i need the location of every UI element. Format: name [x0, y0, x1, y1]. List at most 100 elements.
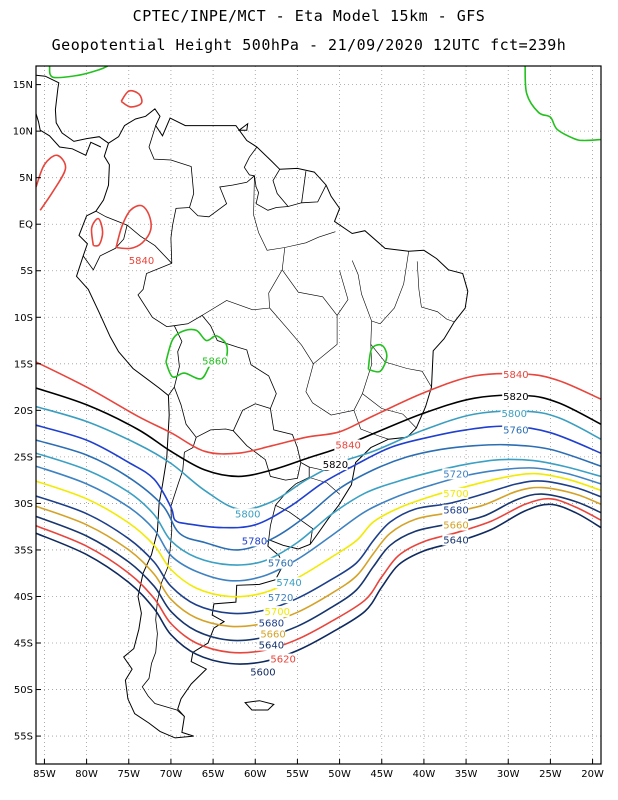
contour-5720	[36, 465, 601, 582]
contour-label-background	[266, 592, 293, 604]
lon-tick-label: 80W	[75, 769, 98, 780]
lat-tick-label: 25S	[14, 452, 33, 463]
state-border	[353, 410, 389, 440]
contour-label: 5800	[235, 509, 260, 520]
lat-tick-label: 40S	[14, 592, 33, 603]
lat-tick-label: EQ	[19, 220, 33, 231]
country-border	[189, 146, 258, 218]
contour-label: 5660	[443, 521, 468, 532]
contour-labels: 5840582058005780576057405720570056805660…	[127, 255, 529, 679]
contour-label-background	[266, 557, 293, 569]
contour-label-background	[442, 519, 469, 531]
contour-label: 5800	[501, 409, 526, 420]
lon-tick-label: 25W	[539, 769, 562, 780]
contour-label-background	[334, 439, 361, 451]
country-border	[137, 262, 175, 328]
lon-tick-label: 75W	[117, 769, 140, 780]
state-border	[370, 344, 432, 388]
contour-5660	[36, 486, 601, 628]
closed-contour-5840	[115, 204, 152, 250]
lat-tick-label: 30S	[14, 499, 33, 510]
lon-tick-label: 60W	[244, 769, 267, 780]
state-border	[371, 251, 409, 325]
contour-label-background	[502, 424, 529, 436]
contour-label-background	[442, 504, 469, 516]
lat-tick-label: 35S	[14, 545, 33, 556]
contour-label: 5840	[129, 256, 154, 267]
contour-5760	[36, 439, 601, 551]
lat-tick-label: 20S	[14, 406, 33, 417]
country-border	[82, 225, 128, 271]
closed-contour-5840	[120, 89, 143, 108]
contour-label: 5720	[268, 593, 293, 604]
closed-contour-5860	[524, 66, 601, 142]
lon-tick-label: 30W	[497, 769, 520, 780]
closed-contour-5840	[90, 217, 104, 247]
contour-label: 5680	[443, 506, 468, 517]
contour-label: 5700	[443, 489, 468, 500]
contour-5640	[36, 493, 601, 642]
contour-label: 5620	[270, 655, 295, 666]
trinidad-island	[237, 122, 249, 131]
state-border	[309, 477, 340, 495]
closed-contour-5860	[165, 328, 229, 380]
falkland-islands	[244, 700, 275, 711]
contour-label: 5820	[503, 392, 528, 403]
contour-label: 5740	[276, 578, 301, 589]
map-title-line1: CPTEC/INPE/MCT - Eta Model 15km - GFS	[132, 7, 486, 25]
contour-label-background	[321, 459, 348, 471]
contour-label: 5660	[260, 629, 285, 640]
contour-label: 5860	[202, 357, 227, 368]
lon-tick-label: 55W	[286, 769, 309, 780]
contour-label: 5640	[443, 535, 468, 546]
state-border	[281, 269, 338, 316]
contour-label-background	[502, 368, 529, 380]
lat-tick-label: 50S	[14, 685, 33, 696]
country-border	[95, 210, 173, 264]
contour-label-background	[269, 653, 296, 665]
contour-5680	[36, 480, 601, 615]
lon-tick-label: 40W	[413, 769, 436, 780]
contour-label-background	[442, 487, 469, 499]
contour-label-background	[259, 628, 286, 640]
lat-tick-label: 10S	[14, 313, 33, 324]
contour-label-background	[263, 606, 290, 618]
lon-tick-label: 65W	[202, 769, 225, 780]
contour-label-background	[240, 535, 267, 547]
contour-5780	[36, 424, 601, 529]
contour-5600	[36, 503, 601, 665]
central-america-pacific-coast	[36, 113, 102, 156]
contour-label: 5720	[443, 469, 468, 480]
lat-tick-label: 10N	[13, 127, 33, 138]
lon-tick-label: 85W	[33, 769, 56, 780]
central-america-coastline	[36, 74, 109, 144]
country-border	[268, 505, 276, 540]
lat-tick-label: 15N	[13, 80, 33, 91]
contour-label: 5820	[323, 460, 348, 471]
contour-label: 5780	[242, 536, 267, 547]
state-border	[253, 175, 336, 251]
closed-contour-5860	[367, 343, 388, 373]
state-border	[269, 307, 314, 364]
lat-tick-label: 5N	[19, 173, 33, 184]
contour-label: 5700	[265, 607, 290, 618]
state-border	[362, 393, 417, 429]
lat-tick-label: 5S	[20, 266, 33, 277]
lon-tick-label: 20W	[581, 769, 604, 780]
contour-label-background	[257, 639, 284, 651]
contour-label-background	[257, 617, 284, 629]
contour-label-background	[127, 255, 154, 267]
lat-tick-label: 45S	[14, 639, 33, 650]
contour-label-background	[201, 355, 228, 367]
closed-contour-5840	[36, 154, 67, 211]
country-border	[301, 171, 307, 203]
contour-5700	[36, 472, 601, 598]
map-title-line2: Geopotential Height 500hPa - 21/09/2020 …	[51, 36, 567, 54]
axis-tick-labels: 15N 10N 5N EQ 5S 10S 15S 20S 25S 30S 35S 40S 45S 50S 5…	[13, 80, 604, 780]
coastline-and-borders	[36, 74, 469, 739]
contour-label: 5840	[335, 441, 360, 452]
contour-label-background	[234, 508, 261, 520]
contour-label-background	[500, 407, 527, 419]
lat-tick-label: 55S	[14, 732, 33, 743]
